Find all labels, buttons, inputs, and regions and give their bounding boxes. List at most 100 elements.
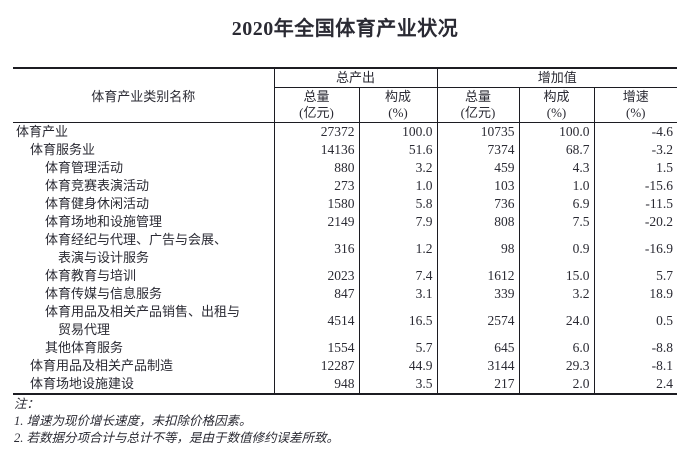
cell-value: 880 [273,159,359,177]
cell-value: 15.0 [518,267,595,285]
table-row: 其他体育服务 1554 5.7 645 6.0 -8.8 [13,339,678,357]
table-row: 体育用品及相关产品销售、出租与 贸易代理 4514 16.5 2574 24.0 0.5 [13,303,678,339]
table-row: 体育健身休闲活动 1580 5.8 736 6.9 -11.5 [13,195,678,213]
cell-value: 100.0 [518,122,595,141]
cell-value: 7.4 [358,267,438,285]
cell-value: 0.9 [518,231,595,267]
cell-value: 98 [436,231,520,267]
cell-value: -3.2 [593,141,678,159]
cell-value: 1.2 [358,231,438,267]
cell-value: -15.6 [593,177,678,195]
table-row: 体育服务业 14136 51.6 7374 68.7 -3.2 [13,141,678,159]
cell-value: 51.6 [358,141,438,159]
table-row: 体育经纪与代理、广告与会展、 表演与设计服务 316 1.2 98 0.9 -16.9 [13,231,678,267]
cell-value: 217 [436,375,520,394]
cell-value: -8.1 [593,357,678,375]
cell-value: 459 [436,159,520,177]
cell-value: 7374 [436,141,520,159]
notes-heading: 注： [14,397,40,411]
cell-value: 12287 [273,357,359,375]
cell-value: 1.5 [593,159,678,177]
column-header-addedvalue-share: 构成 (%) [518,87,595,123]
sports-industry-table: 体育产业类别名称 总产出 增加值 总量 (亿元) 构成 (%) 总量 (亿元) … [13,67,678,395]
cell-value: 29.3 [518,357,595,375]
cell-value: 3144 [436,357,520,375]
cell-value: 14136 [273,141,359,159]
page-title: 2020年全国体育产业状况 [231,18,459,40]
table-header: 体育产业类别名称 总产出 增加值 总量 (亿元) 构成 (%) 总量 (亿元) … [13,68,678,123]
cell-value: 3.1 [358,285,438,303]
row-label: 体育场地和设施管理 [45,214,163,229]
cell-value: 6.0 [518,339,595,357]
row-label: 体育服务业 [30,142,96,157]
table-notes: 注： 1. 增速为现价增长速度，未扣除价格因素。 2. 若数据分项合计与总计不等… [14,396,339,447]
note-line-1: 1. 增速为现价增长速度，未扣除价格因素。 [14,414,252,428]
cell-value: 316 [273,231,359,267]
cell-value: 3.2 [518,285,595,303]
column-header-output-amount: 总量 (亿元) [273,87,359,123]
cell-value: 2.0 [518,375,595,394]
cell-value: 948 [273,375,359,394]
column-header-output-share: 构成 (%) [358,87,438,123]
row-label: 体育健身休闲活动 [45,196,150,211]
cell-value: 100.0 [358,122,438,141]
table-row: 体育传媒与信息服务 847 3.1 339 3.2 18.9 [13,285,678,303]
cell-value: 2023 [273,267,359,285]
table-row: 体育场地设施建设 948 3.5 217 2.0 2.4 [13,375,678,394]
cell-value: 808 [436,213,520,231]
row-label: 其他体育服务 [45,340,124,355]
column-group-added-value: 增加值 [436,68,678,88]
row-label: 体育产业 [16,124,69,139]
cell-value: -4.6 [593,122,678,141]
cell-value: 10735 [436,122,520,141]
cell-value: 1554 [273,339,359,357]
note-line-2: 2. 若数据分项合计与总计不等，是由于数值修约误差所致。 [14,431,340,445]
cell-value: 4.3 [518,159,595,177]
cell-value: -16.9 [593,231,678,267]
column-header-category: 体育产业类别名称 [13,68,274,123]
cell-value: 339 [436,285,520,303]
cell-value: 2.4 [593,375,678,394]
cell-value: 44.9 [358,357,438,375]
table-row: 体育用品及相关产品制造 12287 44.9 3144 29.3 -8.1 [13,357,678,375]
cell-value: 1580 [273,195,359,213]
cell-value: 5.7 [593,267,678,285]
row-label: 体育教育与培训 [45,268,137,283]
table-row: 体育教育与培训 2023 7.4 1612 15.0 5.7 [13,267,678,285]
header-sub-row: 总量 (亿元) 构成 (%) 总量 (亿元) 构成 (%) 增速 (%) [13,87,678,123]
cell-value: 1612 [436,267,520,285]
row-label: 体育竞赛表演活动 [45,178,150,193]
cell-value: 18.9 [593,285,678,303]
cell-value: 68.7 [518,141,595,159]
table-row: 体育竞赛表演活动 273 1.0 103 1.0 -15.6 [13,177,678,195]
cell-value: 736 [436,195,520,213]
cell-value: 7.5 [518,213,595,231]
cell-value: 103 [436,177,520,195]
cell-value: 2574 [436,303,520,339]
cell-value: 1.0 [358,177,438,195]
row-label: 体育管理活动 [45,160,124,175]
cell-value: -11.5 [593,195,678,213]
cell-value: 7.9 [358,213,438,231]
table-row: 体育产业 27372 100.0 10735 100.0 -4.6 [13,122,678,141]
cell-value: 4514 [273,303,359,339]
cell-value: -8.8 [593,339,678,357]
row-label: 体育传媒与信息服务 [45,286,163,301]
table-row: 体育管理活动 880 3.2 459 4.3 1.5 [13,159,678,177]
cell-value: 5.8 [358,195,438,213]
row-label: 体育经纪与代理、广告与会展、 表演与设计服务 [45,232,228,265]
cell-value: 0.5 [593,303,678,339]
table-row: 体育场地和设施管理 2149 7.9 808 7.5 -20.2 [13,213,678,231]
cell-value: 24.0 [518,303,595,339]
row-label: 体育场地设施建设 [30,376,135,391]
cell-value: 5.7 [358,339,438,357]
cell-value: 847 [273,285,359,303]
header-group-row: 体育产业类别名称 总产出 增加值 [13,68,678,123]
row-label: 体育用品及相关产品销售、出租与 贸易代理 [45,304,241,337]
cell-value: 3.2 [358,159,438,177]
cell-value: 273 [273,177,359,195]
cell-value: 3.5 [358,375,438,394]
column-header-growth-rate: 增速 (%) [593,87,678,123]
row-label: 体育用品及相关产品制造 [30,358,174,373]
cell-value: 6.9 [518,195,595,213]
